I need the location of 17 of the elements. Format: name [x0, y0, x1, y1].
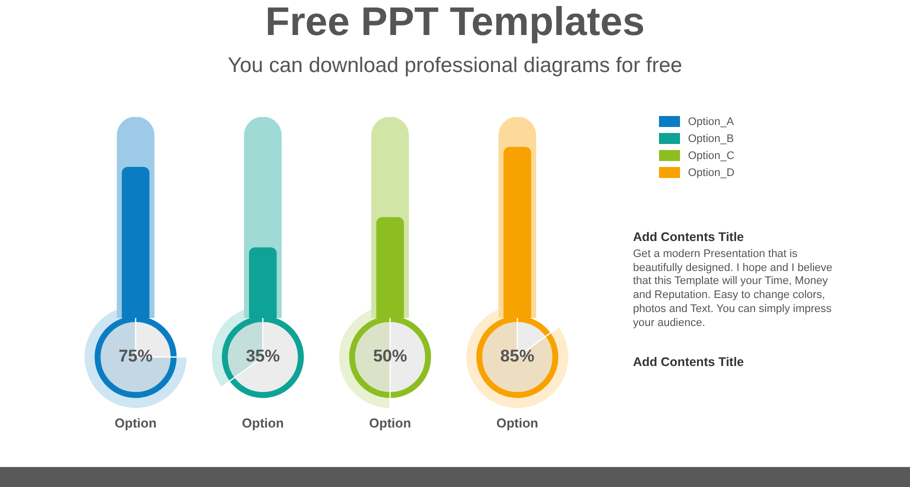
- text: Add Contents Title: [633, 354, 745, 370]
- x-tick-label: Option: [496, 415, 538, 430]
- legend-label: Option_C: [688, 150, 734, 162]
- x-tick-label: Option: [114, 415, 157, 430]
- x-tick-label: Option: [242, 415, 284, 430]
- data-label: 35%: [246, 346, 280, 366]
- legend-label: Option_D: [688, 166, 734, 178]
- text: Add Contents Title: [633, 229, 745, 245]
- text: Get a modern Presentation that is beautifully designed. I hope and I believe that this Template will your Time, Money and Reputation. Easy to change colors, photos and Text. You can simply impress your audience.: [633, 248, 834, 330]
- legend-label: Option_A: [688, 116, 734, 128]
- chart-title: Free PPT Templates: [264, 0, 646, 44]
- data-label: 50%: [373, 346, 408, 366]
- data-label: 75%: [118, 346, 153, 366]
- x-tick-label: Option: [369, 415, 412, 430]
- chart-subtitle: You can download professional diagrams for free: [226, 53, 684, 79]
- data-label: 85%: [500, 346, 534, 366]
- legend-label: Option_B: [688, 132, 734, 144]
